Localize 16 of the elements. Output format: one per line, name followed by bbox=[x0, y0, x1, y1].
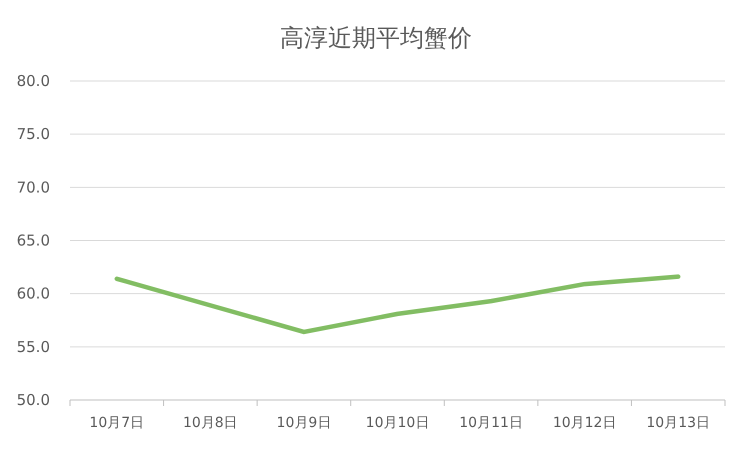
x-tick-label: 10月9日 bbox=[276, 415, 332, 431]
chart-title: 高淳近期平均蟹价 bbox=[280, 24, 472, 52]
x-tick-label: 10月8日 bbox=[182, 415, 238, 431]
x-tick-label: 10月11日 bbox=[459, 415, 523, 431]
y-tick-label: 65.0 bbox=[16, 232, 50, 250]
x-tick-label: 10月10日 bbox=[366, 415, 430, 431]
x-tick-label: 10月7日 bbox=[89, 415, 144, 431]
y-tick-label: 50.0 bbox=[16, 391, 50, 409]
x-tick-label: 10月12日 bbox=[552, 415, 616, 431]
y-tick-label: 80.0 bbox=[16, 72, 50, 90]
y-tick-label: 60.0 bbox=[16, 284, 50, 303]
y-tick-label: 70.0 bbox=[16, 178, 50, 196]
y-tick-label: 75.0 bbox=[16, 125, 50, 144]
line-series bbox=[114, 274, 680, 334]
x-tick-label: 10月13日 bbox=[646, 415, 710, 431]
y-tick-label: 55.0 bbox=[16, 338, 50, 356]
